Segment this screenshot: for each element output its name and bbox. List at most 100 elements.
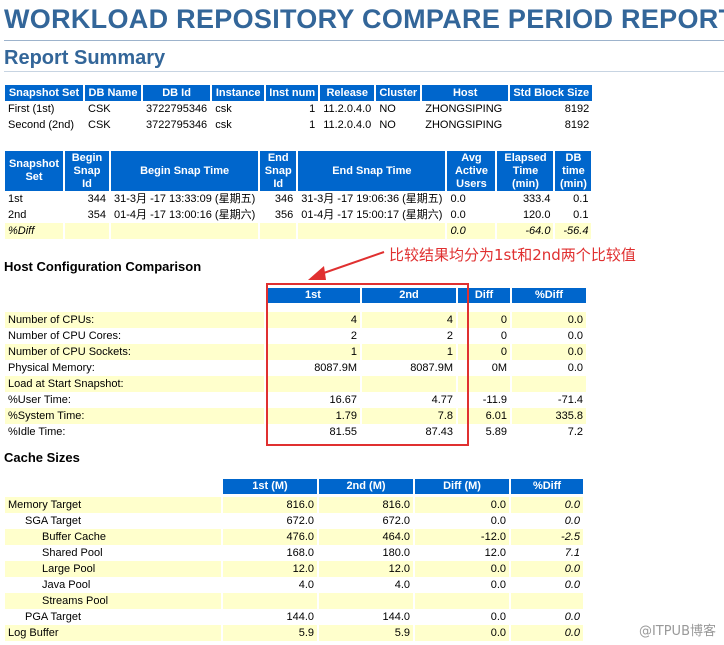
table-row: Shared Pool 168.0 180.0 12.0 7.1 <box>5 545 583 561</box>
table-cell: 0.1 <box>573 209 589 221</box>
table-row: %Diff 0.0 -64.0 -56.4 <box>5 223 592 239</box>
table-row: %User Time: 16.67 4.77 -11.9 -71.4 <box>5 392 586 408</box>
column-header: Diff (M) <box>415 479 509 494</box>
table-cell: 8192 <box>564 119 590 131</box>
table-cell: 1 <box>266 344 360 360</box>
column-header: Elapsed Time (min) <box>497 151 554 191</box>
table-cell: 464.0 <box>319 529 413 545</box>
table-row: 2nd 354 01-4月 -17 13:00:16 (星期六) 356 01-… <box>5 207 591 223</box>
table-cell <box>319 593 413 609</box>
table-cell: Second (2nd) <box>8 119 75 131</box>
table-cell: 0.0 <box>447 223 496 239</box>
table-cell: 2 <box>446 330 453 342</box>
table-row: Physical Memory: 8087.9M 8087.9M 0M 0.0 <box>5 360 586 376</box>
table-cell: Physical Memory: <box>8 362 95 374</box>
table-cell: 0.0 <box>490 579 506 591</box>
table-cell: 81.55 <box>329 426 357 438</box>
column-header: Diff <box>458 288 510 303</box>
table-cell: Shared Pool <box>42 547 103 559</box>
table-cell: 168.0 <box>286 547 314 559</box>
table-cell: 144.0 <box>382 611 410 623</box>
column-header: Inst num <box>266 85 319 101</box>
table-cell: 356 <box>274 209 294 221</box>
table-cell: SGA Target <box>25 515 82 527</box>
table-cell <box>223 593 317 609</box>
table-cell: 0.0 <box>564 579 580 591</box>
table-cell <box>266 376 360 392</box>
table-cell: 12.0 <box>484 547 506 559</box>
table-cell: Memory Target <box>5 497 221 513</box>
table-cell: 0 <box>458 344 510 360</box>
column-header: 2nd <box>362 288 456 303</box>
table-cell: ZHONGSIPING <box>425 103 503 115</box>
table-cell <box>511 593 583 609</box>
table-cell: Streams Pool <box>5 593 221 609</box>
table-cell: 333.4 <box>522 193 551 205</box>
table-cell: 2nd <box>8 209 27 221</box>
table-cell: 0.0 <box>511 497 583 513</box>
table-cell: 7.2 <box>567 426 583 438</box>
table-cell: 816.0 <box>319 497 413 513</box>
table-row: %System Time: 1.79 7.8 6.01 335.8 <box>5 408 586 424</box>
table-cell: 0.0 <box>511 561 583 577</box>
table-cell: %User Time: <box>8 394 71 406</box>
table-cell: 816.0 <box>223 497 317 513</box>
table-cell: First (1st) <box>8 103 55 115</box>
table-cell: 4.77 <box>431 394 453 406</box>
table-cell: NO <box>379 103 396 115</box>
table-row: Load at Start Snapshot: <box>5 376 586 392</box>
table-cell: 8087.9M <box>410 362 453 374</box>
column-header: 1st (M) <box>223 479 317 494</box>
table-cell: 0 <box>458 312 510 328</box>
column-header: Begin Snap Id <box>65 151 109 191</box>
table-cell: %Idle Time: <box>8 426 66 438</box>
table-row: Number of CPU Cores: 2 2 0 0.0 <box>5 328 586 344</box>
table-cell: 0M <box>491 362 507 374</box>
table-cell: Log Buffer <box>5 625 221 641</box>
table-cell: Buffer Cache <box>5 529 221 545</box>
table-cell: 7.1 <box>564 547 580 559</box>
table-row: Number of CPUs: 4 4 0 0.0 <box>5 312 586 328</box>
table-cell: 1st <box>8 193 23 205</box>
column-header: 2nd (M) <box>319 479 413 494</box>
table-cell <box>362 376 456 392</box>
table-cell: 5.89 <box>485 426 507 438</box>
table-cell: 346 <box>274 193 294 205</box>
table-cell: 4.0 <box>298 579 314 591</box>
table-cell: Load at Start Snapshot: <box>5 376 264 392</box>
column-header: DB Name <box>85 85 141 101</box>
table-cell: 335.8 <box>512 408 586 424</box>
table-cell: -11.9 <box>482 394 507 406</box>
column-header: %Diff <box>512 288 586 303</box>
table-cell: -71.4 <box>557 394 583 406</box>
table-cell: 672.0 <box>382 515 410 527</box>
table-cell: 0.0 <box>511 625 583 641</box>
table-cell: 0.0 <box>564 515 580 527</box>
table-cell: NO <box>379 119 396 131</box>
table-row: 1st 344 31-3月 -17 13:33:09 (星期五) 346 31-… <box>5 191 591 207</box>
column-header: 1st <box>266 288 360 303</box>
table-cell: 354 <box>87 209 106 221</box>
table-cell: Large Pool <box>5 561 221 577</box>
table-cell: 11.2.0.4.0 <box>323 103 372 115</box>
column-header: End Snap Time <box>298 151 446 191</box>
report-summary-heading: Report Summary <box>4 47 166 69</box>
table-cell: 5.9 <box>223 625 317 641</box>
column-header: Std Block Size <box>510 85 593 101</box>
table-cell: 4 <box>266 312 360 328</box>
table-cell: 7.8 <box>362 408 456 424</box>
table-cell: 0.0 <box>564 611 580 623</box>
table-row: Buffer Cache 476.0 464.0 -12.0 -2.5 <box>5 529 583 545</box>
table-cell: 0.0 <box>450 193 466 205</box>
highlight-box <box>266 283 469 446</box>
table-row: Streams Pool <box>5 593 583 609</box>
column-header: %Diff <box>511 479 583 494</box>
table-cell: 672.0 <box>286 515 314 527</box>
table-row: %Idle Time: 81.55 87.43 5.89 7.2 <box>5 424 586 440</box>
column-header: DB time (min) <box>555 151 592 191</box>
table-row: SGA Target 672.0 672.0 0.0 0.0 <box>5 513 583 529</box>
table-row: Java Pool 4.0 4.0 0.0 0.0 <box>5 577 583 593</box>
table-cell: csk <box>215 119 232 131</box>
table-cell: 12.0 <box>319 561 413 577</box>
